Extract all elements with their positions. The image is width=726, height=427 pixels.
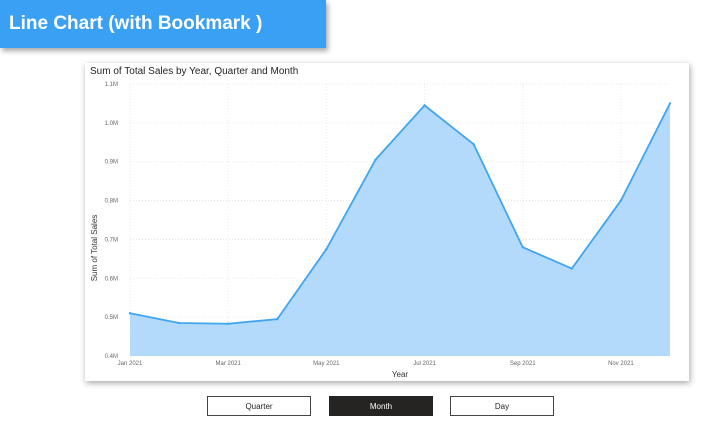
y-tick-label: 0.9M xyxy=(105,160,118,166)
sales-line[interactable] xyxy=(129,103,671,325)
data-point[interactable] xyxy=(226,322,230,325)
data-point[interactable] xyxy=(619,199,623,202)
data-point[interactable] xyxy=(128,312,132,315)
y-tick-label: 0.6M xyxy=(105,276,118,282)
month-button[interactable]: Month xyxy=(329,396,433,416)
title-banner: Line Chart (with Bookmark ) xyxy=(0,0,326,48)
x-axis-title: Year xyxy=(392,370,409,379)
data-point[interactable] xyxy=(276,317,279,321)
y-tick-label: 0.7M xyxy=(105,237,118,243)
x-tick-label: Mar 2021 xyxy=(216,361,242,367)
y-tick-label: 0.5M xyxy=(105,315,118,321)
x-tick-label: May 2021 xyxy=(313,361,340,367)
data-point[interactable] xyxy=(570,267,574,270)
sales-area-fill xyxy=(130,103,670,356)
page-title: Line Chart (with Bookmark ) xyxy=(9,13,263,34)
y-tick-label: 1.1M xyxy=(105,82,118,88)
y-axis-title: Sum of Total Sales xyxy=(90,215,99,282)
x-tick-label: Jan 2021 xyxy=(118,361,143,367)
chart-title: Sum of Total Sales by Year, Quarter and … xyxy=(90,66,299,77)
data-point[interactable] xyxy=(472,143,475,146)
data-point[interactable] xyxy=(668,102,672,105)
chart-canvas: 0.4M 0.5M 0.6M 0.7M 0.8M 0.9M 1.0M 1.1M Jan 2021… xyxy=(90,82,672,379)
quarter-button[interactable]: Quarter xyxy=(207,396,311,416)
y-tick-label: 1.0M xyxy=(105,121,118,127)
y-tick-label: 0.8M xyxy=(105,199,118,205)
data-point[interactable] xyxy=(521,246,524,249)
x-tick-label: Jul 2021 xyxy=(413,361,436,367)
data-point[interactable] xyxy=(325,247,328,251)
y-tick-label: 0.4M xyxy=(105,354,118,360)
x-tick-label: Nov 2021 xyxy=(608,361,634,367)
day-button[interactable]: Day xyxy=(450,396,554,416)
data-point[interactable] xyxy=(177,321,181,325)
line-chart-visual[interactable]: Sum of Total Sales by Year, Quarter and … xyxy=(85,63,689,381)
data-point[interactable] xyxy=(374,158,377,161)
data-point[interactable] xyxy=(423,104,426,107)
x-tick-label: Sep 2021 xyxy=(510,361,536,367)
